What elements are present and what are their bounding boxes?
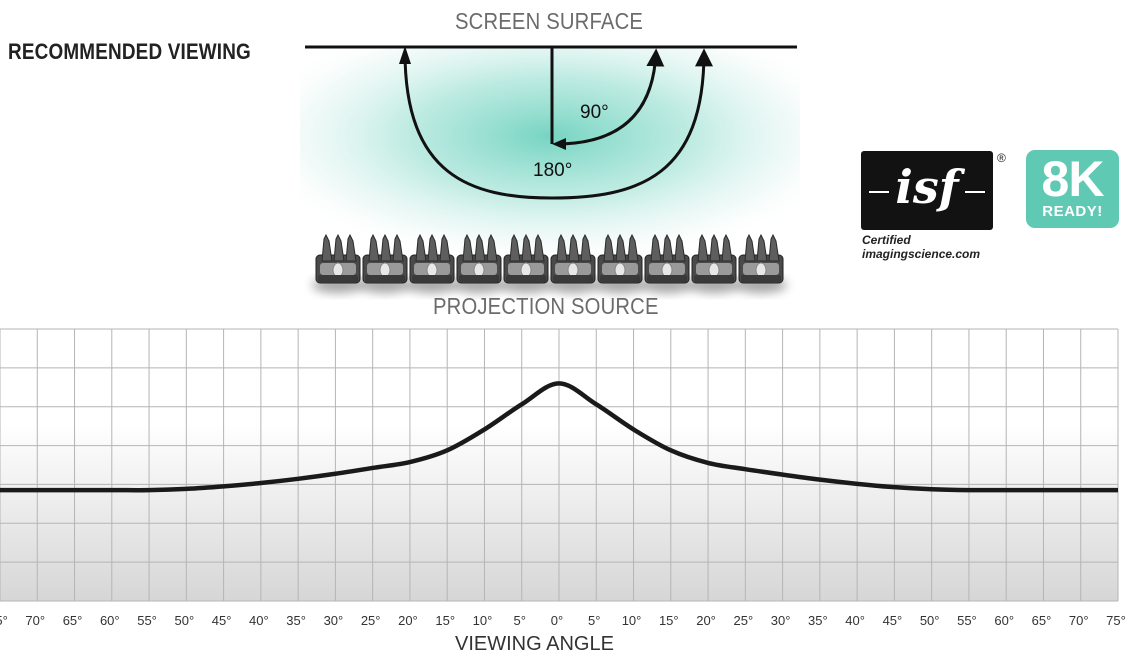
x-tick-label: 20° bbox=[398, 613, 418, 628]
teal-glow-area bbox=[300, 48, 800, 258]
x-tick-label: 60° bbox=[994, 613, 1014, 628]
x-tick-label: 60° bbox=[100, 613, 120, 628]
x-tick-label: 55° bbox=[957, 613, 977, 628]
x-tick-label: 5° bbox=[514, 613, 526, 628]
x-tick-label: 50° bbox=[920, 613, 940, 628]
x-tick-label: 55° bbox=[137, 613, 157, 628]
x-tick-label: 70° bbox=[1069, 613, 1089, 628]
arc-180-left-arrowhead bbox=[399, 46, 411, 64]
projection-source-label: PROJECTION SOURCE bbox=[433, 293, 659, 319]
seat-icon bbox=[359, 233, 411, 293]
seat-icon bbox=[594, 233, 646, 293]
badge-ready-text: READY! bbox=[1042, 203, 1103, 220]
isf-logo: isf bbox=[861, 151, 993, 230]
x-tick-label: 45° bbox=[212, 613, 232, 628]
x-tick-label: 75° bbox=[0, 613, 8, 628]
x-tick-label: 45° bbox=[883, 613, 903, 628]
certified-text: Certified imagingscience.com bbox=[862, 233, 980, 261]
x-tick-label: 10° bbox=[622, 613, 642, 628]
x-tick-label: 0° bbox=[551, 613, 563, 628]
seat-icon bbox=[641, 233, 693, 293]
angle-90-label: 90° bbox=[580, 102, 609, 123]
x-tick-label: 15° bbox=[659, 613, 679, 628]
certified-url: imagingscience.com bbox=[862, 247, 981, 261]
x-tick-label: 20° bbox=[696, 613, 716, 628]
x-axis-label: VIEWING ANGLE bbox=[455, 633, 614, 655]
screen-surface-label: SCREEN SURFACE bbox=[455, 8, 644, 34]
x-tick-label: 50° bbox=[174, 613, 194, 628]
badge-8k-text: 8K bbox=[1041, 151, 1105, 207]
seat-icon bbox=[312, 233, 364, 293]
seat-icon bbox=[406, 233, 458, 293]
seat-icon bbox=[688, 233, 740, 293]
x-tick-label: 70° bbox=[25, 613, 45, 628]
x-tick-label: 35° bbox=[286, 613, 306, 628]
x-tick-label: 65° bbox=[63, 613, 83, 628]
x-tick-label: 25° bbox=[361, 613, 381, 628]
8k-ready-badge: 8K READY! bbox=[1026, 150, 1119, 228]
angle-180-label: 180° bbox=[533, 160, 573, 181]
x-tick-label: 15° bbox=[435, 613, 455, 628]
x-tick-label: 75° bbox=[1106, 613, 1126, 628]
viewing-angle-chart: 75° 70° 65° 60° 55° 50° 45° 40° 35° 30° 25° 20° 15° 1… bbox=[0, 328, 1126, 628]
certified-line: Certified bbox=[862, 233, 911, 247]
seat-row bbox=[312, 233, 787, 293]
x-tick-label: 30° bbox=[771, 613, 791, 628]
viewing-curve-line bbox=[0, 381, 1118, 493]
arc-180 bbox=[403, 48, 713, 200]
x-tick-label: 5° bbox=[588, 613, 600, 628]
seat-icon bbox=[735, 233, 787, 293]
recommended-viewing-label: RECOMMENDED VIEWING bbox=[8, 39, 251, 64]
arc-90 bbox=[555, 48, 665, 146]
seat-icon bbox=[547, 233, 599, 293]
x-tick-label: 10° bbox=[473, 613, 493, 628]
x-tick-label: 30° bbox=[324, 613, 344, 628]
x-tick-label: 40° bbox=[845, 613, 865, 628]
x-tick-label: 25° bbox=[733, 613, 753, 628]
x-tick-label: 40° bbox=[249, 613, 269, 628]
seat-icon bbox=[453, 233, 505, 293]
x-tick-label: 65° bbox=[1032, 613, 1052, 628]
x-tick-label: 35° bbox=[808, 613, 828, 628]
seat-icon bbox=[500, 233, 552, 293]
arc-90-left-arrow bbox=[552, 138, 566, 150]
isf-logo-text: isf bbox=[889, 160, 965, 214]
registered-mark: ® bbox=[997, 151, 1006, 165]
